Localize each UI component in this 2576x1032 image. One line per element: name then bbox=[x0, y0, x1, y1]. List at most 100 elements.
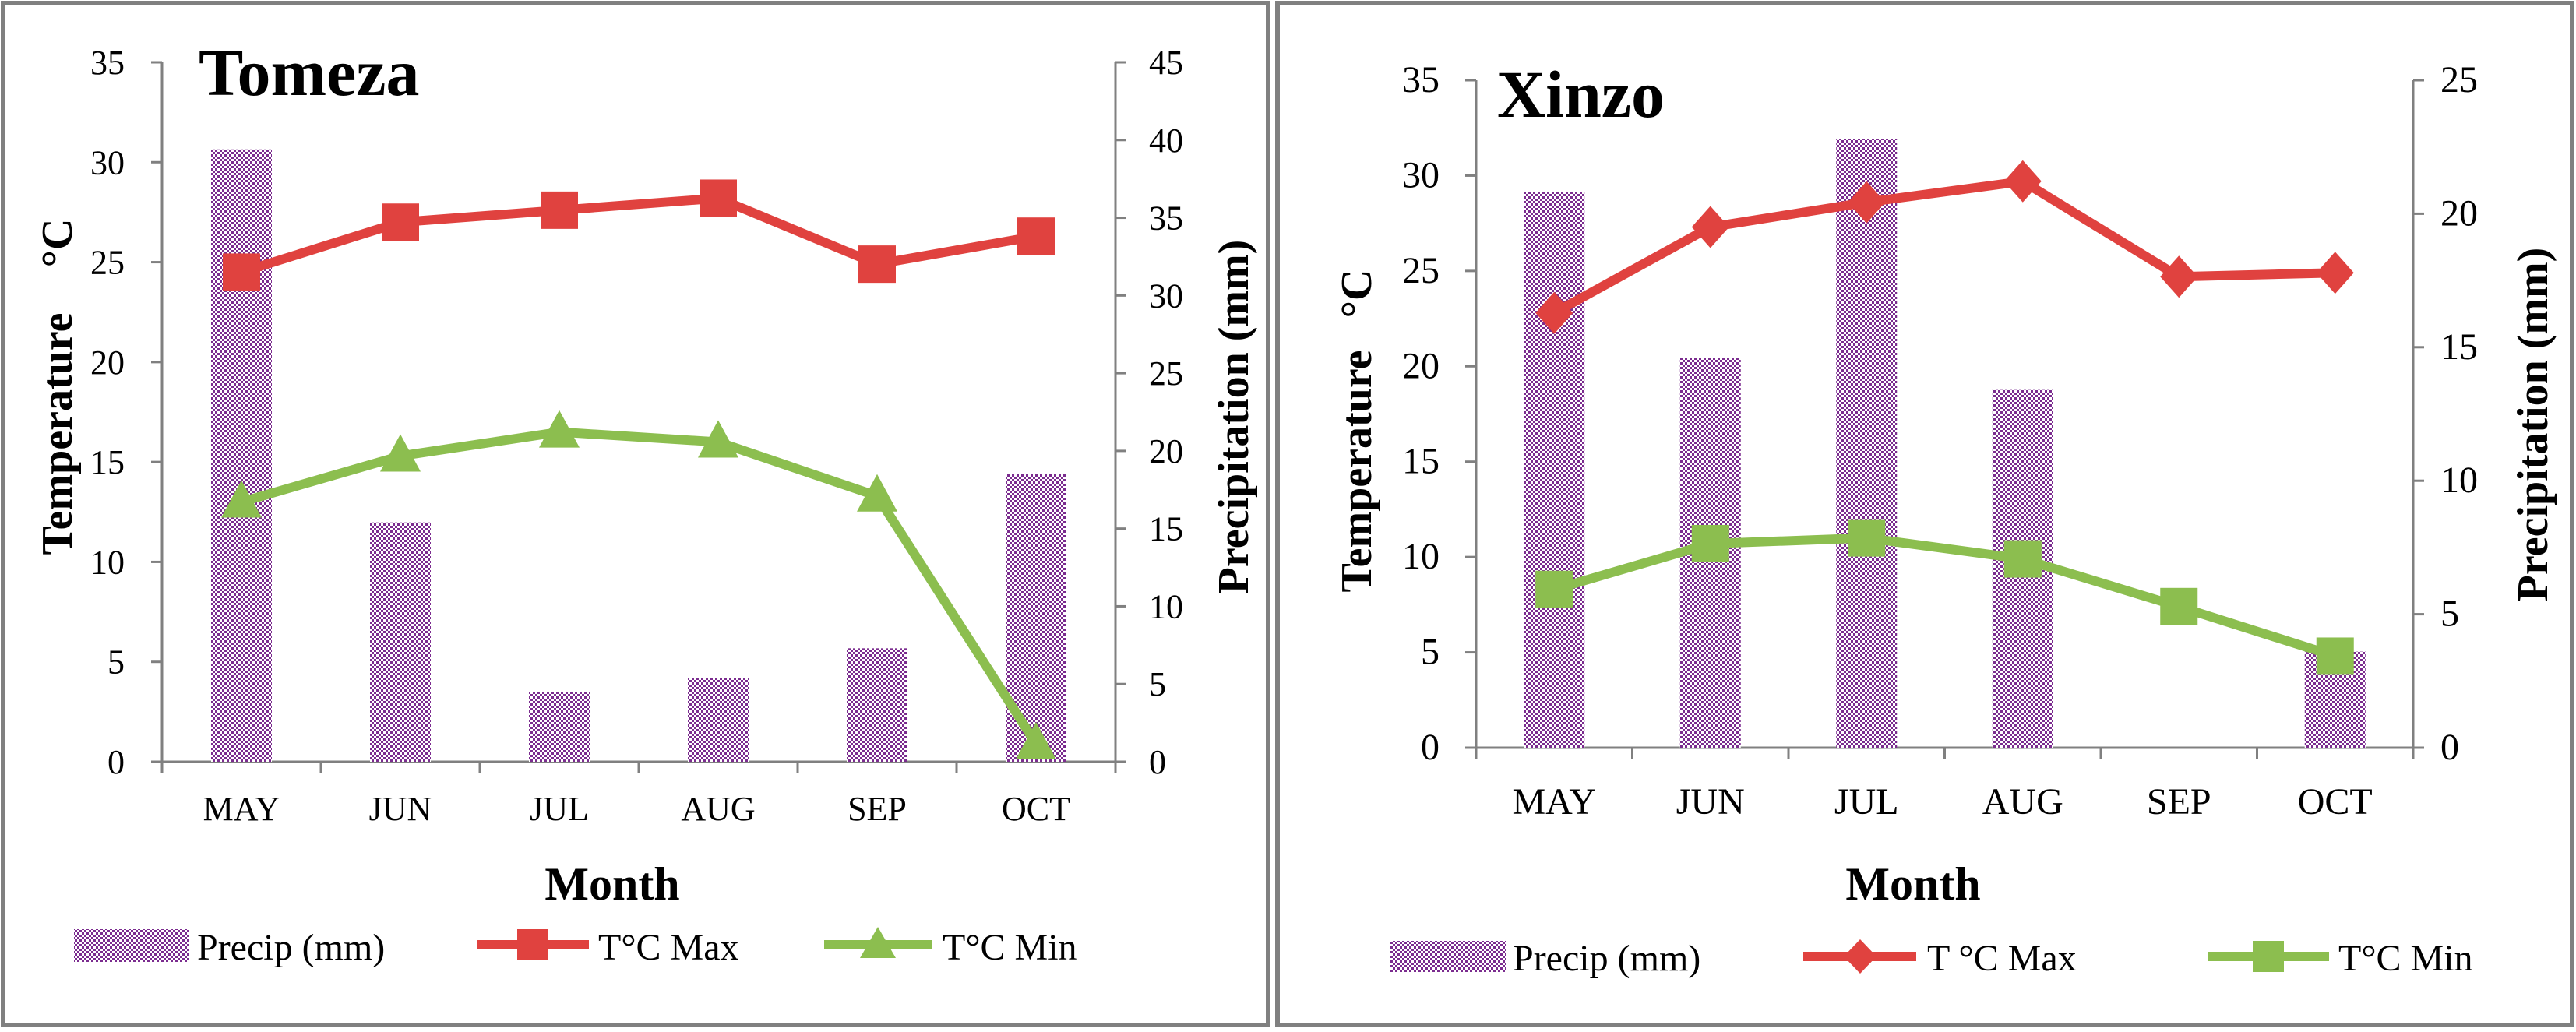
right-panel-border bbox=[1275, 1, 2574, 1027]
y2-axis-label: Precipitation (mm) bbox=[1210, 240, 1258, 594]
precip-bar bbox=[1524, 192, 1585, 748]
legend: Precip (mm) T°C Max T°C Min bbox=[74, 927, 1077, 968]
legend-precip-swatch bbox=[74, 929, 189, 962]
precip-bar bbox=[370, 522, 431, 762]
x-axis-label: Month bbox=[1845, 858, 1980, 910]
y-tick-label: 35 bbox=[90, 44, 125, 82]
legend-tmax-marker-icon bbox=[1844, 939, 1876, 974]
x-tick-label: AUG bbox=[1982, 781, 2063, 822]
y2-tick-label: 0 bbox=[1149, 743, 1166, 781]
tmin-marker bbox=[1848, 519, 1886, 557]
y2-tick-label: 15 bbox=[1149, 510, 1183, 548]
legend-precip-label: Precip (mm) bbox=[197, 927, 385, 968]
tmax-marker bbox=[2316, 252, 2354, 294]
y2-tick-label: 5 bbox=[2440, 593, 2459, 635]
tmax-marker bbox=[1535, 291, 1573, 334]
tmax-marker bbox=[2160, 255, 2198, 298]
left-panel-border bbox=[1, 1, 1270, 1027]
y-axis-unit: °C bbox=[33, 219, 82, 268]
y2-tick-label: 10 bbox=[1149, 587, 1183, 625]
y-tick-label: 5 bbox=[1421, 632, 1440, 673]
y-tick-label: 15 bbox=[90, 443, 125, 481]
tmin-marker bbox=[1535, 570, 1573, 608]
precip-bar bbox=[1836, 139, 1898, 748]
y2-tick-label: 30 bbox=[1149, 276, 1183, 315]
y-tick-label: 5 bbox=[107, 643, 125, 682]
y-tick-label: 30 bbox=[1402, 154, 1440, 195]
y-tick-label: 35 bbox=[1402, 59, 1440, 100]
y-tick-label: 10 bbox=[90, 543, 125, 581]
y-tick-label: 10 bbox=[1402, 536, 1440, 577]
x-tick-label: AUG bbox=[681, 790, 755, 828]
axes bbox=[151, 61, 1126, 773]
x-tick-label: JUN bbox=[369, 790, 432, 828]
x-tick-label: JUN bbox=[1676, 781, 1745, 822]
tmin-marker bbox=[698, 420, 738, 458]
tick-labels: 0 5 10 15 20 25 30 35 0 5 10 15 20 25 MAY JUN JUL AUG SEP O… bbox=[1402, 59, 2478, 822]
tmax-line bbox=[1552, 176, 2335, 317]
legend-tmax-label: T°C Max bbox=[598, 927, 739, 968]
tmin-marker bbox=[2160, 587, 2198, 625]
x-tick-label: MAY bbox=[1512, 781, 1596, 822]
tmin-marker bbox=[2316, 637, 2354, 675]
y-axis-label: Temperature bbox=[33, 312, 82, 555]
legend-tmax-marker-icon bbox=[517, 929, 548, 960]
tmin-marker bbox=[221, 480, 262, 518]
tmin-marker bbox=[1016, 721, 1056, 759]
tmax-marker bbox=[2003, 160, 2042, 203]
precip-bar bbox=[211, 149, 272, 763]
y2-tick-label: 5 bbox=[1149, 665, 1166, 703]
y-tick-label: 0 bbox=[1421, 727, 1440, 768]
y-tick-label: 25 bbox=[1402, 250, 1440, 291]
y2-tick-label: 15 bbox=[2440, 326, 2478, 368]
x-tick-label: JUL bbox=[530, 790, 589, 828]
tmax-marker bbox=[541, 191, 578, 229]
tmin-marker bbox=[1691, 525, 1729, 563]
legend: Precip (mm) T °C Max T°C Min bbox=[1390, 938, 2473, 979]
precip-bar bbox=[529, 692, 590, 762]
tmin-marker bbox=[2003, 540, 2042, 578]
precip-bars bbox=[211, 149, 1066, 763]
legend-tmin-marker-icon bbox=[860, 927, 896, 958]
precip-bar bbox=[847, 648, 907, 762]
tmax-marker bbox=[382, 203, 419, 241]
precip-bar bbox=[688, 678, 749, 762]
y2-tick-label: 10 bbox=[2440, 460, 2478, 501]
chart-title: Tomeza bbox=[199, 35, 419, 110]
legend-precip-label: Precip (mm) bbox=[1513, 938, 1700, 979]
y-axis-label: Temperature bbox=[1333, 350, 1381, 592]
y-tick-label: 20 bbox=[90, 343, 125, 382]
y-axis-unit: °C bbox=[1333, 269, 1381, 319]
y-tick-label: 25 bbox=[90, 244, 125, 282]
chart-xinzo: Xinzo 0 5 10 15 20 25 30 35 0 5 10 15 20 25 MAY JUN JUL A… bbox=[1333, 57, 2557, 979]
y2-tick-label: 25 bbox=[1149, 354, 1183, 393]
y2-tick-label: 40 bbox=[1149, 122, 1183, 160]
axes bbox=[1465, 79, 2424, 759]
y-tick-label: 30 bbox=[90, 143, 125, 181]
tmin-marker bbox=[380, 434, 421, 472]
tmin-marker bbox=[539, 410, 580, 448]
legend-tmax-label: T °C Max bbox=[1927, 938, 2077, 979]
x-axis-label: Month bbox=[544, 858, 679, 910]
tmin-line bbox=[240, 427, 1041, 747]
y2-tick-label: 25 bbox=[2440, 59, 2478, 100]
x-tick-label: OCT bbox=[2298, 781, 2373, 822]
tmax-marker bbox=[223, 253, 260, 291]
x-tick-label: JUL bbox=[1834, 781, 1899, 822]
legend-tmin-label: T°C Min bbox=[2338, 938, 2473, 979]
x-tick-label: SEP bbox=[848, 790, 907, 828]
legend-tmin-marker-icon bbox=[2253, 941, 2284, 972]
y2-tick-label: 45 bbox=[1149, 44, 1183, 82]
temperature-lines bbox=[221, 179, 1056, 759]
x-tick-label: OCT bbox=[1002, 790, 1070, 828]
tmax-marker bbox=[1017, 217, 1055, 255]
y-tick-label: 0 bbox=[107, 743, 125, 781]
legend-precip-swatch bbox=[1390, 941, 1506, 972]
precip-bars bbox=[1524, 139, 2366, 748]
tmax-marker bbox=[700, 179, 737, 217]
tick-labels: 0 5 10 15 20 25 30 35 0 5 10 15 20 25 30 35 40 45 MAY JUN JU… bbox=[90, 44, 1183, 828]
y-tick-label: 15 bbox=[1402, 441, 1440, 482]
y-tick-label: 20 bbox=[1402, 345, 1440, 386]
